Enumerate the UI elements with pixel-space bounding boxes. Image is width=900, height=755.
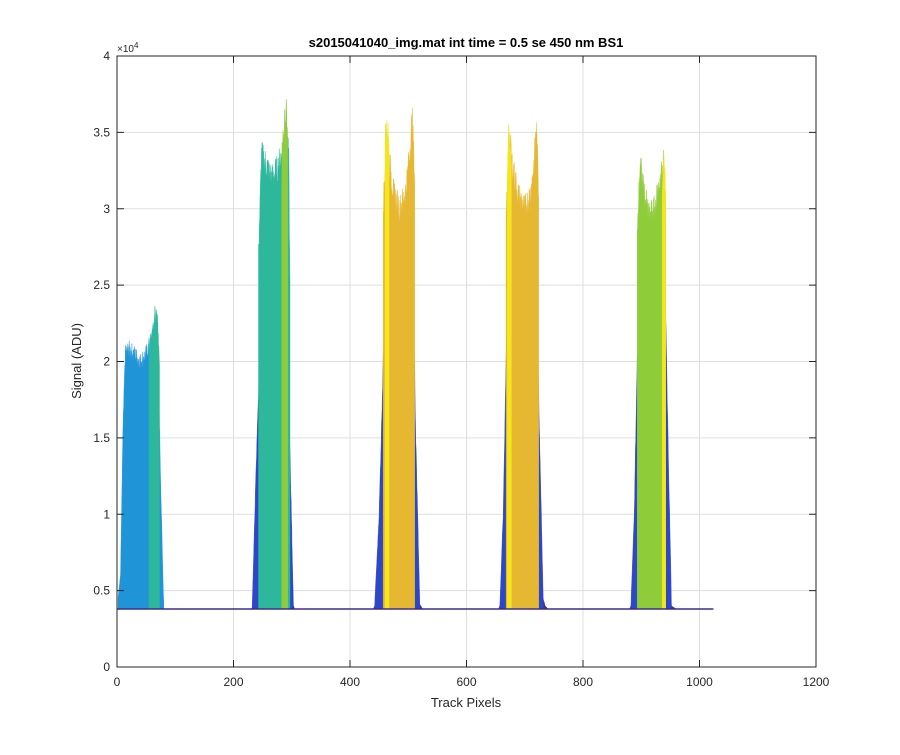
x-axis-label: Track Pixels [431, 695, 502, 710]
y-tick-label: 0.5 [93, 584, 110, 598]
track-1-layer-3 [148, 306, 160, 610]
track-5 [629, 149, 677, 610]
track-5-layer-3 [637, 149, 666, 610]
y-axis-exponent-base: ×10 [117, 44, 134, 55]
y-tick-label: 0 [103, 660, 110, 674]
y-tick-label: 2.5 [93, 278, 110, 292]
y-tick-label: 1 [103, 507, 110, 521]
y-tick-label: 4 [103, 49, 110, 63]
y-tick-label: 3.5 [93, 125, 110, 139]
track-4 [498, 122, 549, 610]
track-4-layer-3 [505, 122, 539, 610]
signal-tracks [118, 99, 677, 610]
track-3 [372, 108, 424, 610]
x-tick-label: 0 [114, 675, 121, 689]
x-tick-label: 1200 [803, 675, 830, 689]
x-tick-label: 1000 [686, 675, 713, 689]
x-tick-label: 600 [456, 675, 476, 689]
track-4-layer-4 [507, 124, 512, 610]
y-tick-label: 1.5 [93, 431, 110, 445]
y-axis-exponent-power: 4 [134, 41, 139, 50]
grid-lines [117, 56, 816, 667]
chart-title: s2015041040_img.mat int time = 0.5 se 45… [309, 35, 624, 50]
track-2 [250, 99, 295, 610]
x-tick-label: 400 [340, 675, 360, 689]
track-1 [118, 306, 164, 610]
y-tick-label: 3 [103, 202, 110, 216]
track-3-layer-4 [384, 120, 390, 610]
track-5-layer-4 [662, 154, 666, 610]
y-tick-label: 2 [103, 355, 110, 369]
x-tick-label: 200 [223, 675, 243, 689]
y-axis-label: Signal (ADU) [69, 323, 84, 399]
y-axis-ticks: 0 0.5 1 1.5 2 2.5 3 3.5 4 [93, 49, 816, 674]
x-axis-ticks: 0 200 400 600 800 1000 1200 [114, 56, 830, 689]
y-axis-exponent: ×104 [117, 41, 139, 55]
track-2-layer-4 [281, 99, 288, 610]
x-tick-label: 800 [573, 675, 593, 689]
